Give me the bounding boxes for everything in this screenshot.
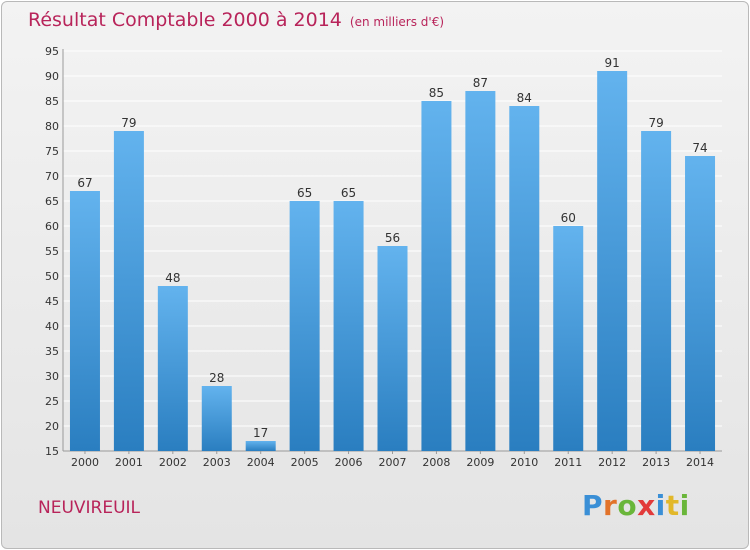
bar: [465, 91, 496, 451]
bar: [597, 71, 628, 451]
y-tick-label: 75: [45, 145, 59, 158]
bar: [641, 131, 672, 451]
data-label: 56: [385, 231, 400, 245]
bar: [553, 226, 584, 451]
y-tick-label: 65: [45, 195, 59, 208]
y-tick-label: 90: [45, 70, 59, 83]
x-tick-label: 2007: [379, 456, 407, 469]
chart-unit-text: (en milliers d'€): [349, 15, 445, 29]
data-label: 28: [209, 371, 224, 385]
x-tick-label: 2010: [510, 456, 538, 469]
x-tick-label: 2011: [554, 456, 582, 469]
data-label: 87: [473, 76, 488, 90]
data-label: 74: [692, 141, 707, 155]
x-tick-label: 2014: [686, 456, 714, 469]
y-tick-label: 45: [45, 295, 59, 308]
data-label: 65: [341, 186, 356, 200]
y-tick-label: 55: [45, 245, 59, 258]
chart-title-text: Résultat Comptable 2000 à 2014: [28, 9, 342, 31]
logo-letter: t: [665, 489, 680, 522]
x-tick-label: 2008: [422, 456, 450, 469]
x-tick-label: 2003: [203, 456, 231, 469]
commune-name: NEUVIREUIL: [38, 498, 141, 518]
bar: [113, 131, 144, 451]
y-tick-label: 35: [45, 345, 59, 358]
x-tick-label: 2012: [598, 456, 626, 469]
bar: [157, 286, 188, 451]
chart-title: Résultat Comptable 2000 à 2014 (en millie…: [28, 9, 444, 31]
y-tick-label: 50: [45, 270, 59, 283]
x-tick-label: 2001: [115, 456, 143, 469]
logo-letter: i: [655, 489, 666, 522]
y-tick-label: 40: [45, 320, 59, 333]
x-tick-label: 2009: [466, 456, 494, 469]
y-tick-label: 60: [45, 220, 59, 233]
proxiti-logo: Proxiti: [582, 489, 690, 522]
bar: [685, 156, 716, 451]
data-label: 79: [121, 116, 136, 130]
logo-letter: x: [637, 489, 656, 522]
data-label: 84: [517, 91, 532, 105]
y-tick-label: 25: [45, 395, 59, 408]
data-label: 91: [605, 56, 620, 70]
y-tick-label: 20: [45, 420, 59, 433]
bar: [333, 201, 364, 451]
y-tick-label: 85: [45, 95, 59, 108]
y-tick-label: 95: [45, 45, 59, 58]
data-label: 60: [561, 211, 576, 225]
logo-letter: i: [679, 489, 690, 522]
logo-letter: r: [603, 489, 618, 522]
bar: [245, 441, 276, 451]
x-tick-label: 2005: [291, 456, 319, 469]
y-tick-label: 15: [45, 445, 59, 458]
data-label: 79: [648, 116, 663, 130]
data-label: 48: [165, 271, 180, 285]
data-label: 85: [429, 86, 444, 100]
data-label: 67: [77, 176, 92, 190]
x-tick-label: 2000: [71, 456, 99, 469]
bar: [289, 201, 320, 451]
y-tick-label: 70: [45, 170, 59, 183]
bar: [69, 191, 100, 451]
y-tick-label: 80: [45, 120, 59, 133]
logo-letter: P: [582, 489, 604, 522]
x-tick-label: 2006: [335, 456, 363, 469]
data-labels: 67 79 48 28 17 65 65 56 85 87 84 60 91 79 74: [77, 56, 707, 440]
bar: [377, 246, 408, 451]
data-label: 17: [253, 426, 268, 440]
x-tick-label: 2004: [247, 456, 275, 469]
data-label: 65: [297, 186, 312, 200]
bar: [201, 386, 232, 451]
bars: [69, 71, 716, 451]
bar: [509, 106, 540, 451]
bar: [421, 101, 452, 451]
y-tick-label: 30: [45, 370, 59, 383]
logo-letter: o: [617, 489, 638, 522]
x-tick-label: 2013: [642, 456, 670, 469]
x-tick-label: 2002: [159, 456, 187, 469]
